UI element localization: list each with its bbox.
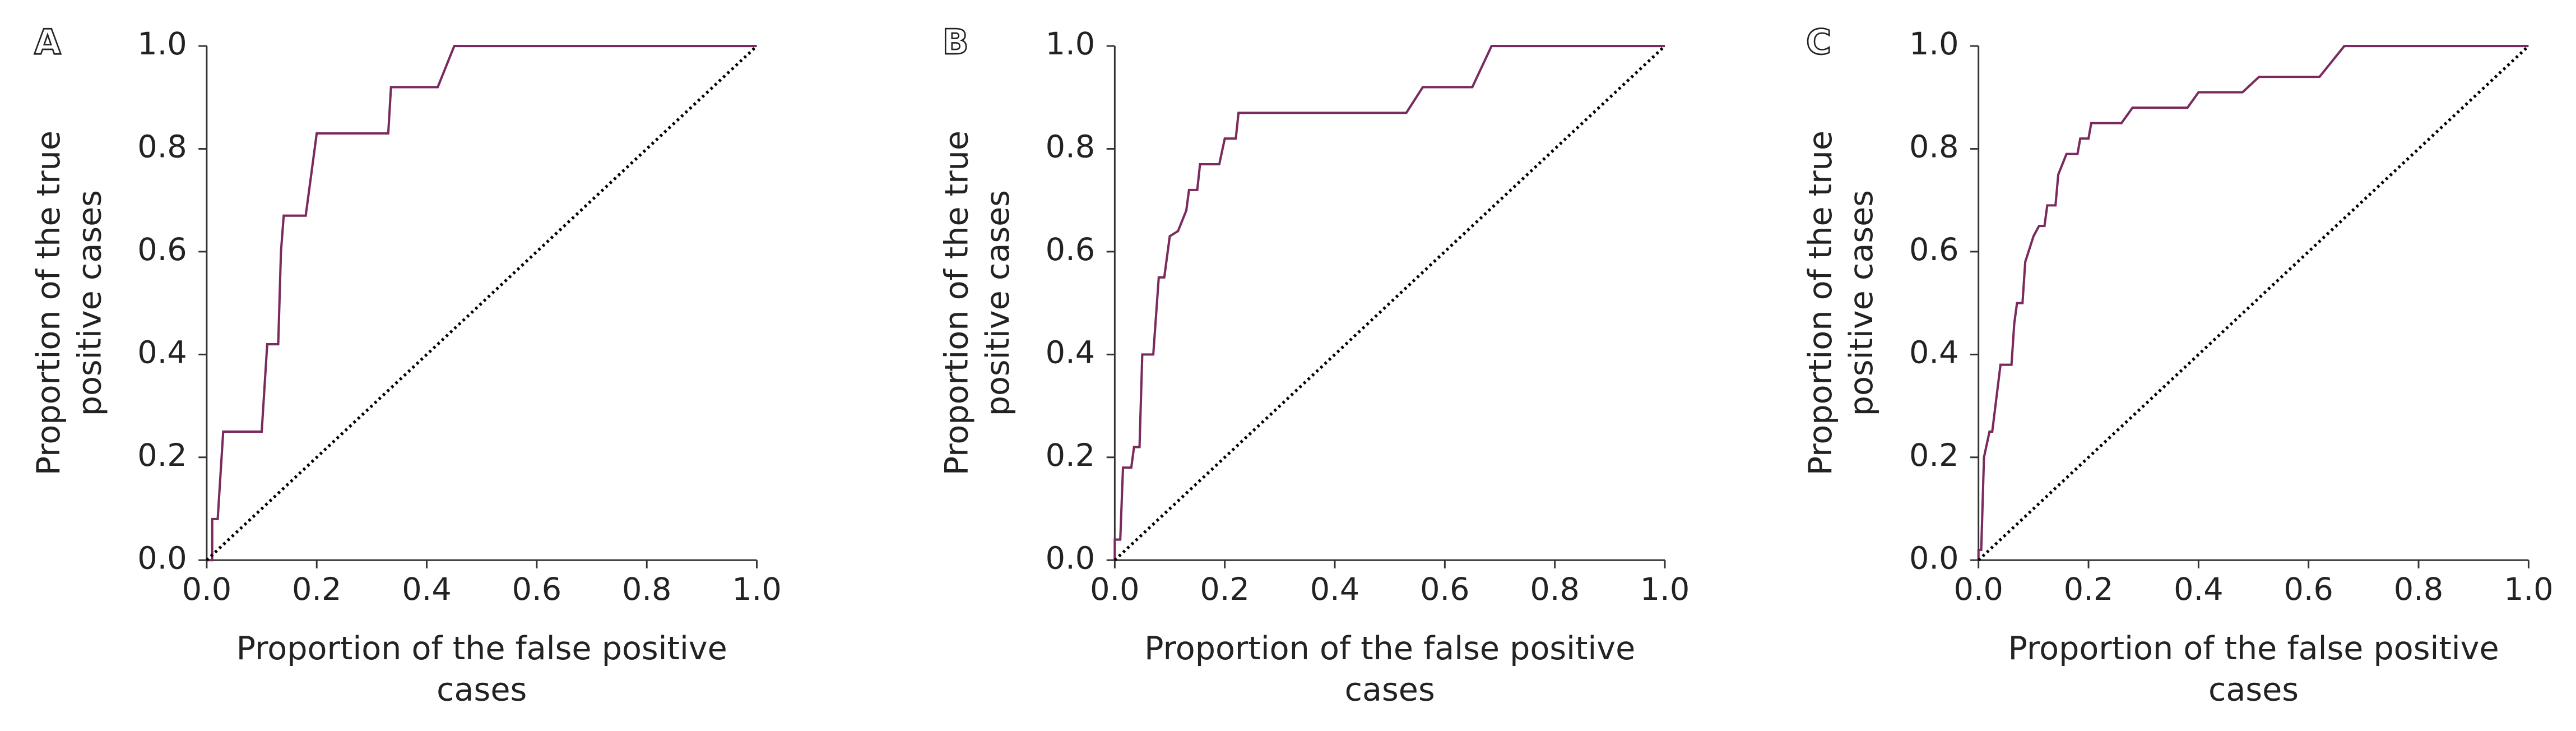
y-axis-label: Proportion of the true	[939, 131, 976, 475]
y-tick-label: 0.4	[137, 334, 187, 371]
reference-line	[1977, 45, 2530, 562]
x-tick-label: 1.0	[732, 571, 782, 608]
x-axis-label: Proportion of the false positive	[2008, 630, 2499, 667]
x-axis-label: Proportion of the false positive	[236, 630, 727, 667]
x-axis-label: cases	[1345, 671, 1435, 708]
panel: B0.0 0.2 0.4 0.6 0.8 1.00.00.20.40.60.81.0Pro…	[939, 21, 1690, 708]
x-tick-label: 0.2	[1200, 571, 1250, 608]
x-axis-label: Proportion of the false positive	[1144, 630, 1635, 667]
x-tick-label: 0.6	[512, 571, 562, 608]
x-tick-label: 0.2	[2064, 571, 2114, 608]
y-tick-label: 0.6	[137, 232, 187, 268]
panel-label: A	[34, 22, 61, 62]
y-tick-label: 1.0	[137, 26, 187, 62]
roc-curve	[1977, 44, 2529, 561]
roc-curve	[1113, 44, 1665, 561]
x-tick-label: 0.4	[1310, 571, 1360, 608]
y-axis-label: Proportion of the true	[1802, 131, 1839, 475]
y-axis-label: positive cases	[71, 190, 108, 416]
y-tick-label: 0.0	[1046, 540, 1096, 576]
y-tick-label: 0.2	[1046, 437, 1096, 474]
panel: C0.0 0.2 0.4 0.6 0.8 1.00.00.20.40.60.81.0Pro…	[1802, 21, 2554, 708]
y-tick-label: 0.2	[1909, 437, 1959, 474]
y-tick-label: 0.0	[1909, 540, 1959, 576]
y-tick-label: 0.8	[1046, 129, 1096, 165]
panel-label: C	[1806, 22, 1831, 62]
x-axis-label: cases	[2208, 671, 2299, 708]
y-tick-label: 1.0	[1046, 26, 1096, 62]
x-tick-label: 0.0	[1953, 571, 2003, 608]
reference-line	[206, 45, 758, 562]
x-tick-label: 1.0	[2504, 571, 2554, 608]
y-tick-label: 0.0	[137, 540, 187, 576]
x-tick-label: 1.0	[1640, 571, 1690, 608]
x-tick-label: 0.6	[1420, 571, 1470, 608]
x-tick-label: 0.2	[292, 571, 342, 608]
x-tick-label: 0.0	[182, 571, 232, 608]
y-axis-label: positive cases	[1843, 190, 1880, 416]
y-tick-label: 0.4	[1046, 334, 1096, 371]
roc-curve	[206, 44, 757, 562]
y-tick-label: 1.0	[1909, 26, 1959, 62]
y-tick-label: 0.2	[137, 437, 187, 474]
x-tick-label: 0.4	[402, 571, 452, 608]
x-tick-label: 0.8	[622, 571, 672, 608]
panel: A0.0 0.2 0.4 0.6 0.8 1.00.00.20.40.60.81.0Pro…	[30, 21, 782, 708]
x-tick-label: 0.8	[1530, 571, 1580, 608]
x-tick-label: 0.0	[1090, 571, 1140, 608]
y-tick-label: 0.6	[1046, 232, 1096, 268]
y-axis-label: Proportion of the true	[30, 131, 67, 475]
x-tick-label: 0.4	[2174, 571, 2224, 608]
x-axis-label: cases	[437, 671, 527, 708]
reference-line	[1113, 45, 1666, 562]
panel-label: B	[943, 22, 969, 62]
y-tick-label: 0.8	[1909, 129, 1959, 165]
x-tick-label: 0.6	[2283, 571, 2333, 608]
x-tick-label: 0.8	[2394, 571, 2444, 608]
y-tick-label: 0.8	[137, 129, 187, 165]
y-tick-label: 0.4	[1909, 334, 1959, 371]
y-axis-label: positive cases	[980, 190, 1017, 416]
y-tick-label: 0.6	[1909, 232, 1959, 268]
